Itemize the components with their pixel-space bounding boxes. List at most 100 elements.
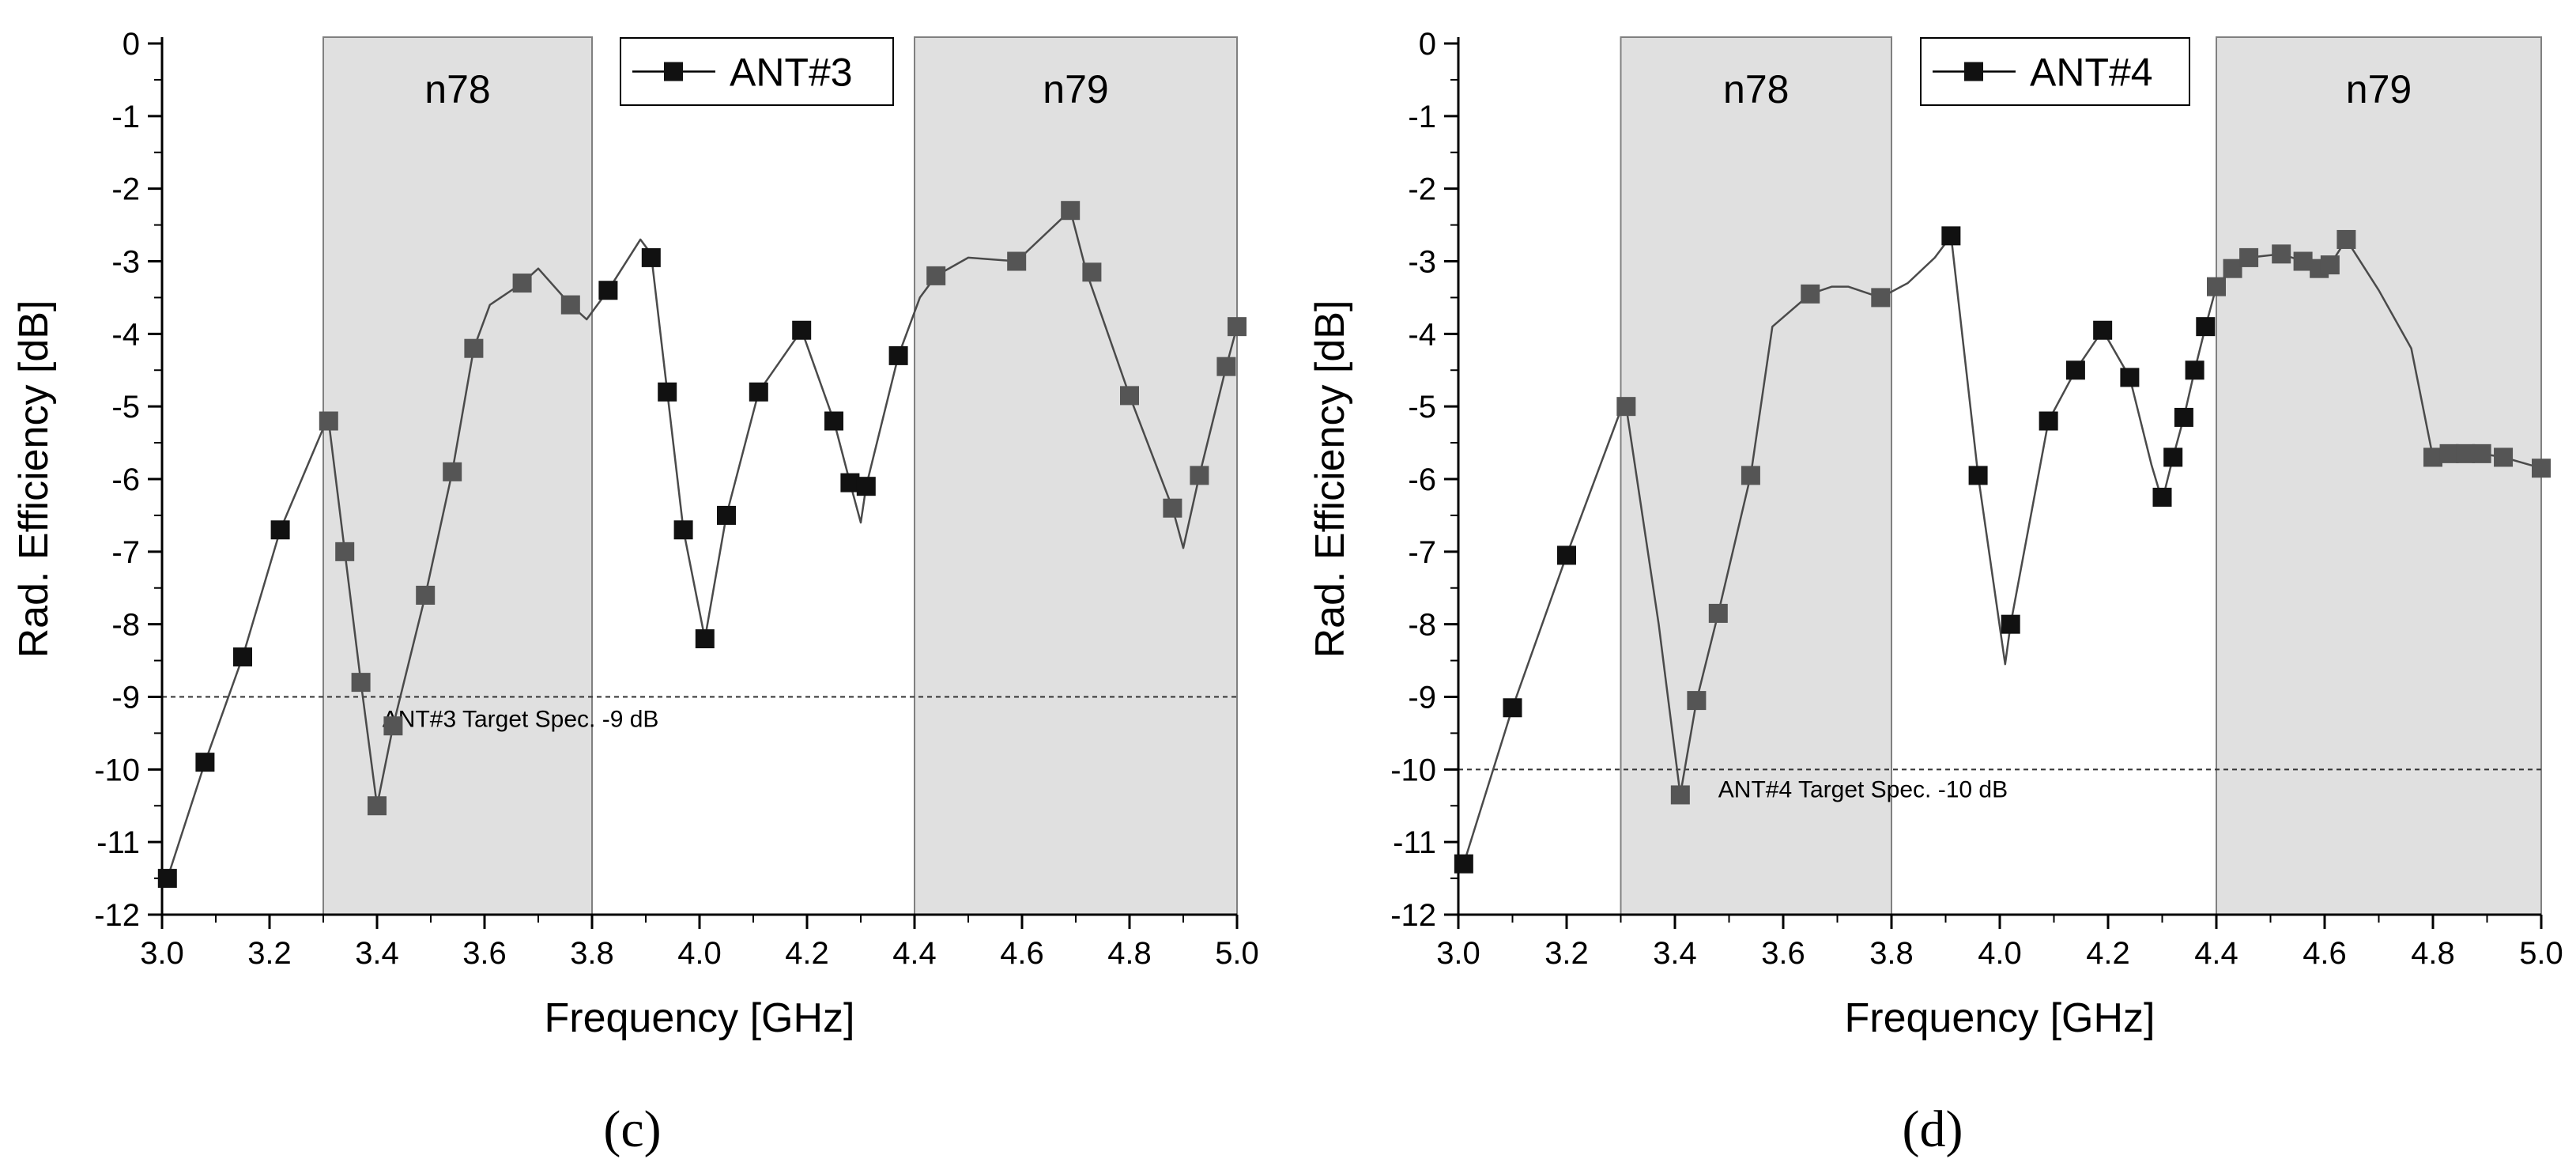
data-point-marker [2320, 255, 2340, 275]
data-point-marker [2337, 229, 2356, 249]
y-tick-label: -5 [1408, 390, 1436, 425]
y-tick-label: -6 [1408, 462, 1436, 497]
x-tick-label: 3.8 [570, 936, 614, 971]
y-tick-label: -12 [94, 898, 140, 933]
y-tick-label: -8 [1408, 608, 1436, 643]
x-tick-label: 3.0 [1436, 936, 1480, 971]
x-tick-label: 4.2 [785, 936, 829, 971]
x-tick-label: 4.8 [2411, 936, 2455, 971]
band-label-n79: n79 [1043, 67, 1108, 111]
y-tick-label: -8 [111, 608, 140, 643]
x-tick-label: 3.0 [140, 936, 184, 971]
data-point-marker [1670, 785, 1690, 805]
data-point-marker [2239, 247, 2259, 267]
data-point-marker [658, 382, 677, 402]
data-point-marker [824, 411, 843, 431]
panel-label: (d) [1903, 1100, 1963, 1158]
y-tick-label: -10 [1390, 753, 1436, 787]
data-point-marker [792, 320, 812, 340]
data-point-marker [1082, 262, 1102, 282]
data-point-marker [1616, 397, 1636, 417]
x-axis-title: Frequency [GHz] [1844, 995, 2155, 1041]
data-point-marker [641, 247, 661, 267]
data-point-marker [368, 796, 387, 816]
data-point-marker [464, 338, 484, 358]
x-tick-label: 3.4 [355, 936, 399, 971]
y-tick-label: -3 [111, 245, 140, 280]
x-tick-label: 3.6 [1761, 936, 1805, 971]
band-n79 [2216, 36, 2542, 915]
data-point-marker [233, 647, 252, 666]
data-point-marker [1190, 466, 1209, 485]
x-tick-label: 4.6 [1000, 936, 1044, 971]
data-point-marker [2532, 459, 2551, 478]
data-point-marker [195, 753, 215, 772]
x-tick-label: 5.0 [2519, 936, 2563, 971]
data-point-marker [2293, 251, 2313, 271]
x-tick-label: 4.0 [1978, 936, 2022, 971]
data-point-marker [2494, 447, 2514, 467]
data-point-marker [2152, 487, 2172, 507]
legend-marker [1964, 62, 1983, 81]
data-point-marker [1941, 226, 1961, 246]
legend-marker [664, 62, 683, 81]
data-point-marker [1120, 386, 1139, 406]
y-tick-label: -7 [1408, 535, 1436, 570]
chart-panel-d: n78 n79 ANT#4 Target Spec. -10 dB 0 -1 -2 -3 -4… [1307, 27, 2563, 1158]
data-point-marker [1871, 288, 1891, 308]
data-point-marker [1007, 251, 1027, 271]
data-point-marker [2272, 244, 2291, 264]
data-point-marker [319, 411, 338, 431]
target-spec-label: ANT#4 Target Spec. -10 dB [1718, 776, 2008, 802]
x-tick-label: 3.2 [247, 936, 292, 971]
data-point-marker [335, 542, 355, 561]
x-tick-label: 4.4 [2194, 936, 2238, 971]
data-point-marker [2439, 443, 2459, 463]
panel-label: (c) [603, 1100, 661, 1158]
x-tick-label: 5.0 [1215, 936, 1259, 971]
band-label-n79: n79 [2346, 67, 2412, 111]
x-tick-label: 3.2 [1544, 936, 1589, 971]
y-tick-label: 0 [123, 27, 140, 62]
x-tick-label: 4.8 [1107, 936, 1152, 971]
y-tick-label: -10 [94, 753, 140, 787]
data-point-marker [1228, 317, 1247, 337]
data-point-marker [2039, 411, 2058, 431]
data-point-marker [157, 869, 177, 889]
x-tick-label: 3.6 [462, 936, 507, 971]
data-point-marker [749, 382, 768, 402]
target-spec-label: ANT#3 Target Spec. -9 dB [383, 707, 659, 733]
legend-label: ANT#4 [2030, 51, 2153, 95]
y-tick-label: -6 [111, 462, 140, 497]
data-point-marker [1968, 466, 1988, 485]
data-point-marker [673, 520, 693, 540]
y-tick-label: -7 [111, 535, 140, 570]
data-point-marker [1741, 466, 1760, 485]
data-point-marker [598, 281, 618, 300]
data-point-marker [1454, 854, 1473, 874]
data-point-marker [1163, 498, 1182, 518]
data-point-marker [2001, 614, 2020, 634]
data-point-marker [1216, 357, 1236, 376]
data-point-marker [2120, 368, 2140, 387]
data-point-marker [351, 673, 371, 693]
data-point-marker [416, 585, 436, 605]
y-tick-label: -3 [1408, 245, 1436, 280]
y-tick-label: -9 [1408, 681, 1436, 715]
data-point-marker [888, 345, 908, 365]
data-point-marker [717, 505, 736, 525]
data-point-marker [2065, 360, 2085, 380]
data-point-marker [926, 266, 946, 285]
data-point-marker [270, 520, 290, 540]
y-tick-label: -4 [1408, 317, 1436, 352]
data-point-marker [2207, 277, 2226, 296]
y-tick-label: -1 [1408, 100, 1436, 134]
data-point-marker [1687, 691, 1707, 711]
data-point-marker [383, 716, 403, 736]
data-point-marker [560, 295, 580, 315]
y-tick-label: 0 [1419, 27, 1436, 62]
data-point-marker [856, 477, 876, 496]
y-tick-label: -5 [111, 390, 140, 425]
data-point-marker [2456, 443, 2476, 463]
